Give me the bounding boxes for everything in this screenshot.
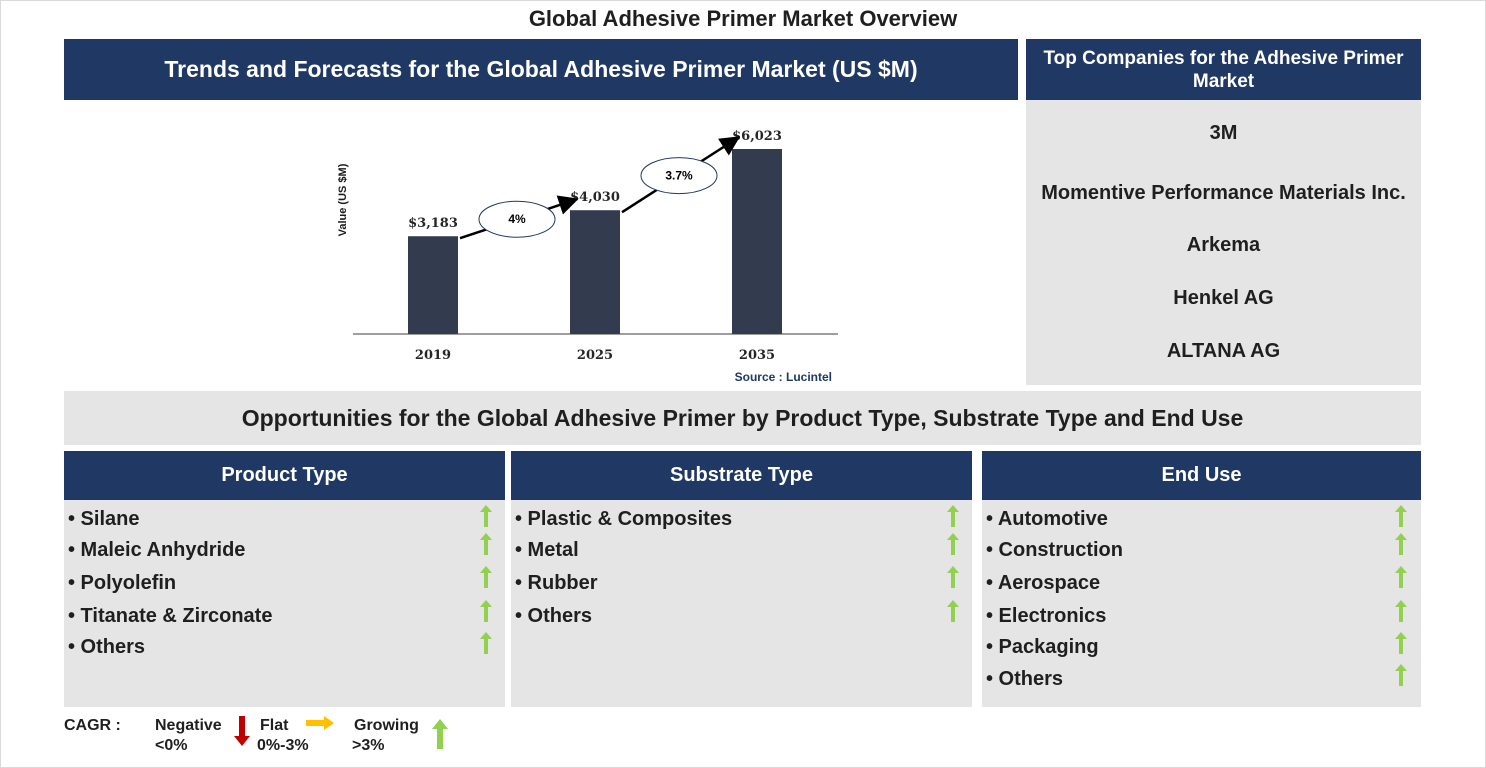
substrate-type-list: • Plastic & Composites • Metal • Rubber … xyxy=(511,500,972,707)
cagr-callout xyxy=(478,200,556,238)
list-item: • Maleic Anhydride xyxy=(68,539,246,561)
legend-growing-range: >3% xyxy=(352,737,385,754)
list-item: • Silane xyxy=(68,508,140,530)
opportunities-banner: Opportunities for the Global Adhesive Pr… xyxy=(64,391,1421,445)
product-type-list: • Silane • Maleic Anhydride • Polyolefin… xyxy=(64,500,505,707)
list-item: • Titanate & Zirconate xyxy=(68,605,273,627)
x-tick-label: 2025 xyxy=(577,348,613,363)
negative-arrow-icon xyxy=(234,716,250,746)
growing-arrow-icon xyxy=(480,533,492,555)
company-item: Arkema xyxy=(1186,234,1261,256)
growing-arrow-icon xyxy=(1395,600,1407,622)
x-tick-label: 2035 xyxy=(739,348,775,363)
x-tick-label: 2019 xyxy=(415,348,451,363)
legend-negative-range: <0% xyxy=(155,737,188,754)
bar-2019 xyxy=(408,236,458,334)
legend-growing-label: Growing xyxy=(354,717,419,734)
growing-arrow-icon xyxy=(1395,632,1407,654)
bar-chart: Value (US $M) $3,183 2019 $4,030 2025 $6,023… xyxy=(337,129,838,384)
legend-flat-label: Flat xyxy=(260,717,289,734)
list-item: • Others xyxy=(986,668,1064,690)
list-item: • Plastic & Composites xyxy=(515,508,733,530)
bar-value-label: $3,183 xyxy=(408,216,458,231)
trend-panel-header: Trends and Forecasts for the Global Adhe… xyxy=(64,39,1018,100)
list-item: • Construction xyxy=(986,539,1123,561)
company-item: Henkel AG xyxy=(1173,287,1274,309)
companies-list: 3M Momentive Performance Materials Inc. … xyxy=(1026,100,1421,385)
growing-arrow-icon xyxy=(1395,664,1407,686)
list-item: • Packaging xyxy=(986,636,1099,658)
growing-arrow-icon xyxy=(947,566,959,588)
growing-arrow-icon xyxy=(480,566,492,588)
growing-arrow-icon xyxy=(947,600,959,622)
growing-arrow-icon xyxy=(1395,505,1407,527)
source-label: Source : Lucintel xyxy=(735,370,832,384)
list-item: • Automotive xyxy=(986,508,1108,530)
bar-value-label: $4,030 xyxy=(570,190,620,205)
growing-arrow-icon xyxy=(480,632,492,654)
list-item: • Electronics xyxy=(986,605,1107,627)
legend-flat-range: 0%-3% xyxy=(257,737,309,754)
growing-arrow-icon xyxy=(432,719,448,749)
bar-2025 xyxy=(570,210,620,334)
growing-arrow-icon xyxy=(1395,566,1407,588)
bar-value-label: $6,023 xyxy=(732,129,782,144)
growing-arrow-icon xyxy=(480,600,492,622)
companies-header: Top Companies for the Adhesive Primer Ma… xyxy=(1026,39,1421,100)
product-type-header: Product Type xyxy=(64,451,505,500)
substrate-type-header: Substrate Type xyxy=(511,451,972,500)
cagr-label: 3.7% xyxy=(665,169,693,183)
y-axis-label: Value (US $M) xyxy=(337,163,349,236)
bar-2035 xyxy=(732,149,782,334)
list-item: • Aerospace xyxy=(986,572,1101,594)
flat-arrow-icon xyxy=(306,716,334,730)
chart-area: Value (US $M) $3,183 2019 $4,030 2025 $6,023… xyxy=(300,110,900,390)
cagr-label: 4% xyxy=(508,212,526,226)
legend-cagr-label: CAGR : xyxy=(64,717,121,734)
list-item: • Others xyxy=(515,605,593,627)
list-item: • Metal xyxy=(515,539,579,561)
growing-arrow-icon xyxy=(1395,533,1407,555)
legend-negative-label: Negative xyxy=(155,717,222,734)
end-use-list: • Automotive • Construction • Aerospace … xyxy=(982,500,1421,707)
list-item: • Polyolefin xyxy=(68,572,177,594)
growing-arrow-icon xyxy=(947,533,959,555)
list-item: • Rubber xyxy=(515,572,598,594)
end-use-header: End Use xyxy=(982,451,1421,500)
cagr-callout xyxy=(640,157,718,195)
growing-arrow-icon xyxy=(480,505,492,527)
company-item: ALTANA AG xyxy=(1166,340,1281,362)
page-title: Global Adhesive Primer Market Overview xyxy=(528,6,958,31)
company-item: Momentive Performance Materials Inc. xyxy=(1041,182,1406,204)
list-item: • Others xyxy=(68,636,146,658)
cagr-legend: CAGR : Negative <0% Flat 0%-3% Growing >… xyxy=(64,716,464,756)
company-item: 3M xyxy=(1209,122,1238,144)
growing-arrow-icon xyxy=(947,505,959,527)
